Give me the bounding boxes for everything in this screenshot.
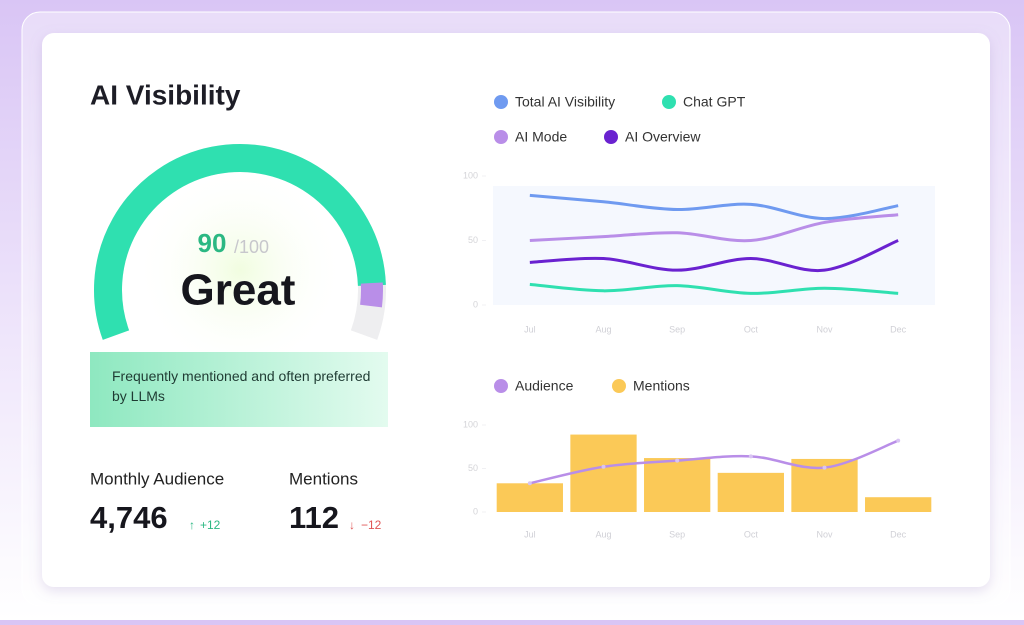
legend-swatch bbox=[494, 130, 508, 144]
gauge-score: 90 bbox=[198, 228, 227, 258]
stat-label: Monthly Audience bbox=[90, 469, 224, 488]
stat-arrow: ↑ bbox=[189, 518, 195, 532]
x-tick-label: Oct bbox=[744, 529, 759, 539]
legend-label: Total AI Visibility bbox=[515, 94, 615, 110]
line bbox=[529, 213, 899, 243]
description: Frequently mentioned and often preferred… bbox=[112, 368, 371, 404]
stat-change: −12 bbox=[361, 518, 382, 532]
x-tick-label: Jul bbox=[524, 529, 536, 539]
y-tick-label: 100 bbox=[463, 419, 478, 429]
point bbox=[675, 458, 680, 463]
legend-label: AI Mode bbox=[515, 129, 567, 145]
x-tick-label: Sep bbox=[669, 529, 685, 539]
x-tick-label: Sep bbox=[669, 324, 685, 334]
bar bbox=[570, 434, 637, 512]
legend-swatch bbox=[494, 95, 508, 109]
point bbox=[527, 481, 532, 486]
gauge-glow bbox=[135, 165, 345, 375]
x-tick-label: Jul bbox=[524, 324, 536, 334]
x-tick-label: Oct bbox=[744, 324, 759, 334]
point bbox=[601, 464, 606, 469]
point bbox=[896, 438, 901, 443]
gauge-cap bbox=[360, 282, 383, 308]
bar bbox=[717, 472, 784, 512]
y-tick-label: 100 bbox=[463, 170, 478, 180]
legend-swatch bbox=[494, 379, 508, 393]
x-tick-label: Nov bbox=[816, 324, 833, 334]
gauge-max: /100 bbox=[234, 237, 269, 257]
point bbox=[748, 454, 753, 459]
x-tick-label: Dec bbox=[890, 529, 907, 539]
gauge bbox=[94, 144, 386, 340]
legend-label: Chat GPT bbox=[683, 94, 746, 110]
description-wrap: Frequently mentioned and often preferred… bbox=[112, 368, 371, 404]
x-tick-label: Aug bbox=[595, 324, 611, 334]
stat-label: Mentions bbox=[289, 469, 358, 488]
gauge-rating: Great bbox=[181, 266, 296, 315]
stat-change: +12 bbox=[200, 518, 221, 532]
stat-value: 4,746 bbox=[90, 500, 168, 535]
y-tick-label: 50 bbox=[468, 463, 478, 473]
description-box bbox=[90, 352, 388, 427]
bar bbox=[644, 458, 711, 512]
y-tick-label: 0 bbox=[473, 506, 478, 516]
line bbox=[529, 193, 899, 221]
legend-label: Mentions bbox=[633, 378, 690, 394]
legend-swatch bbox=[612, 379, 626, 393]
y-tick-label: 0 bbox=[473, 299, 478, 309]
y-tick-label: 50 bbox=[468, 235, 478, 245]
legend-swatch bbox=[662, 95, 676, 109]
point bbox=[822, 465, 827, 470]
x-tick-label: Aug bbox=[595, 529, 611, 539]
legend-label: Audience bbox=[515, 378, 574, 394]
bar bbox=[865, 497, 932, 512]
legend-label: AI Overview bbox=[625, 129, 701, 145]
legend-swatch bbox=[604, 130, 618, 144]
line bbox=[529, 239, 899, 273]
x-tick-label: Nov bbox=[816, 529, 833, 539]
line bbox=[529, 282, 899, 295]
line bbox=[529, 439, 899, 485]
stat-arrow: ↓ bbox=[349, 518, 355, 532]
stat-value: 112 bbox=[289, 500, 339, 535]
title: AI Visibility bbox=[90, 79, 241, 110]
bar bbox=[496, 483, 563, 512]
gauge-fill bbox=[94, 144, 386, 340]
x-tick-label: Dec bbox=[890, 324, 907, 334]
